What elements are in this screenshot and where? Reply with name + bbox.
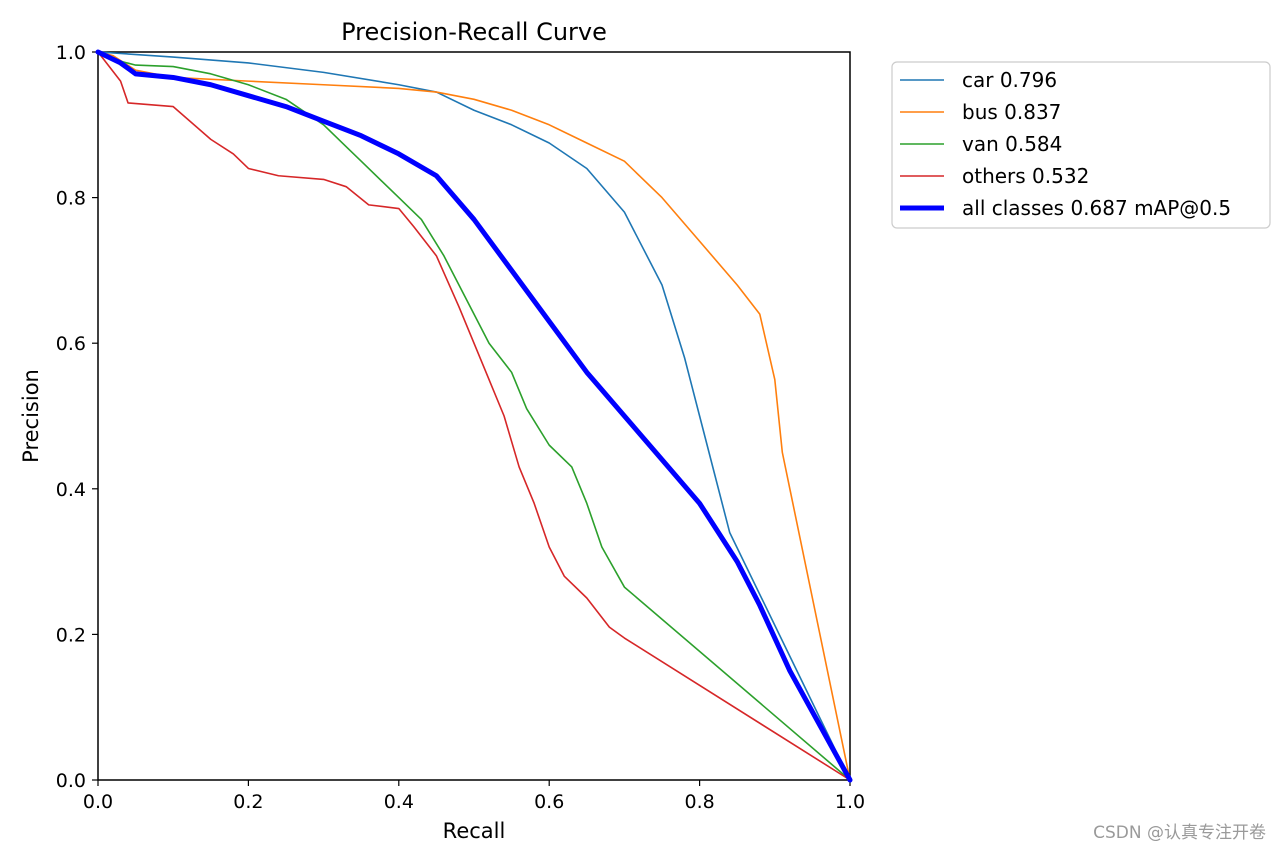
legend-label: others 0.532	[962, 164, 1089, 188]
x-tick-label: 0.4	[384, 791, 414, 813]
legend-item: bus 0.837	[900, 100, 1061, 124]
x-tick-label: 0.8	[684, 791, 714, 813]
plot-area	[97, 51, 851, 781]
y-tick-label: 0.2	[56, 624, 86, 646]
x-tick-label: 1.0	[835, 791, 865, 813]
legend-item: all classes 0.687 mAP@0.5	[900, 196, 1231, 220]
y-tick-label: 0.6	[56, 333, 86, 355]
y-tick-label: 0.0	[56, 770, 86, 792]
y-tick-label: 1.0	[56, 42, 86, 64]
series-line-car	[97, 51, 851, 781]
y-axis-label: Precision	[19, 369, 43, 463]
watermark-text: CSDN @认真专注开卷	[1093, 823, 1266, 843]
x-tick-label: 0.0	[83, 791, 113, 813]
legend: car 0.796 bus 0.837 van 0.584 others 0.532 a…	[891, 61, 1271, 229]
x-tick-label: 0.6	[534, 791, 564, 813]
series-line-bus	[97, 51, 851, 781]
legend-items: car 0.796 bus 0.837 van 0.584 others 0.532 a…	[900, 68, 1231, 220]
legend-label: van 0.584	[962, 132, 1062, 156]
chart-title: Precision-Recall Curve	[341, 18, 607, 46]
series-group	[95, 49, 853, 783]
legend-item: others 0.532	[900, 164, 1089, 188]
plot-frame	[97, 51, 851, 781]
legend-box	[891, 61, 1271, 229]
x-axis: 0.0 0.2 0.4 0.6 0.8 1.0	[83, 780, 865, 813]
legend-item: car 0.796	[900, 68, 1057, 92]
y-tick-label: 0.8	[56, 188, 86, 210]
series-line-others	[97, 51, 851, 781]
series-line-van	[97, 51, 851, 781]
legend-label: bus 0.837	[962, 100, 1061, 124]
y-axis: 0.0 0.2 0.4 0.6 0.8 1.0	[56, 42, 98, 792]
legend-label: all classes 0.687 mAP@0.5	[962, 196, 1231, 220]
legend-label: car 0.796	[962, 68, 1057, 92]
legend-item: van 0.584	[900, 132, 1062, 156]
y-tick-label: 0.4	[56, 479, 86, 501]
x-axis-label: Recall	[443, 819, 506, 843]
x-tick-label: 0.2	[233, 791, 263, 813]
series-line-all-all	[95, 49, 853, 783]
